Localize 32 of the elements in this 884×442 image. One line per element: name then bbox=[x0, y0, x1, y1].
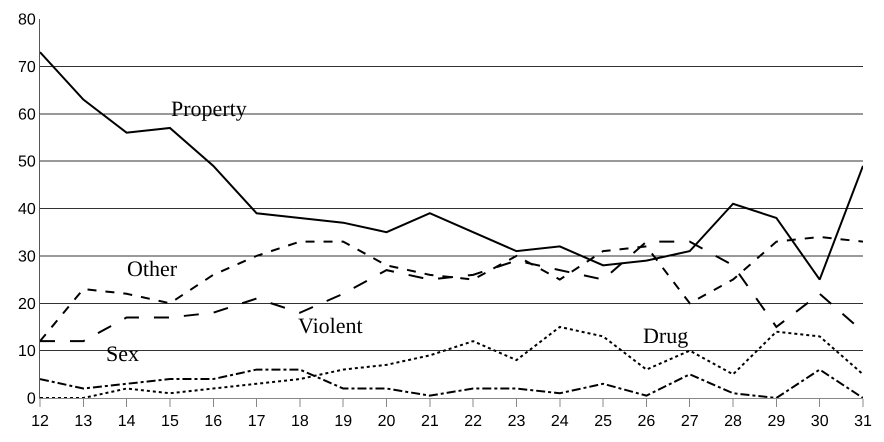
x-tick-label: 18 bbox=[290, 413, 309, 430]
x-tick-label: 13 bbox=[74, 413, 92, 430]
x-tick-label: 21 bbox=[420, 413, 439, 430]
x-tick-label: 30 bbox=[810, 413, 829, 430]
x-tick-label: 15 bbox=[161, 413, 179, 430]
x-tick-label: 19 bbox=[334, 413, 352, 430]
y-tick-label: 80 bbox=[18, 12, 36, 29]
x-tick-label: 23 bbox=[508, 413, 526, 430]
y-tick-label: 70 bbox=[18, 58, 36, 76]
x-tick-label: 29 bbox=[767, 413, 786, 430]
x-tick-label: 14 bbox=[118, 413, 136, 430]
x-tick-label: 28 bbox=[724, 413, 742, 430]
y-tick-label: 10 bbox=[18, 343, 36, 360]
x-tick-label: 25 bbox=[594, 413, 612, 430]
x-tick-label: 22 bbox=[464, 413, 482, 430]
x-tick-label: 20 bbox=[378, 413, 396, 430]
y-tick-label: 0 bbox=[26, 390, 36, 408]
x-tick-label: 24 bbox=[550, 413, 569, 430]
series-label: Violent bbox=[298, 313, 363, 338]
x-tick-label: 12 bbox=[31, 413, 49, 430]
y-tick-label: 50 bbox=[18, 154, 36, 171]
y-tick-label: 20 bbox=[18, 296, 36, 313]
x-tick-label: 17 bbox=[248, 413, 266, 430]
series-label: Other bbox=[127, 256, 178, 281]
series-label: Drug bbox=[643, 323, 688, 348]
y-tick-label: 60 bbox=[18, 106, 36, 124]
x-tick-label: 26 bbox=[638, 413, 656, 430]
y-tick-label: 30 bbox=[18, 248, 36, 266]
x-tick-label: 31 bbox=[854, 413, 872, 430]
x-tick-label: 27 bbox=[680, 413, 699, 430]
y-tick-label: 40 bbox=[18, 201, 36, 218]
x-tick-label: 16 bbox=[204, 413, 222, 430]
